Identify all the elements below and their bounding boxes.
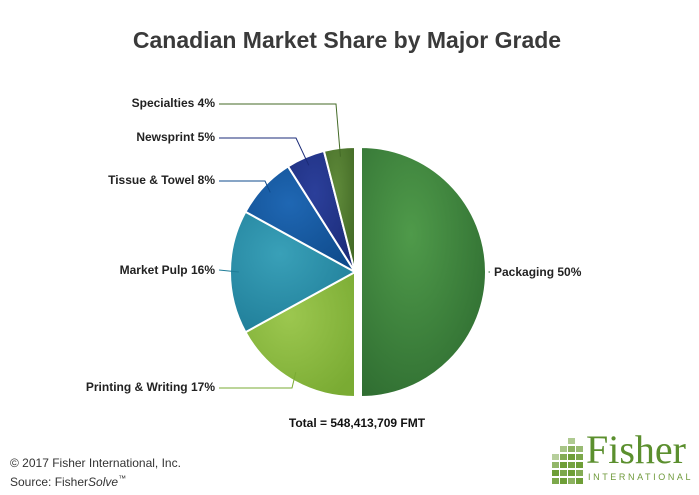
- chart-title: Canadian Market Share by Major Grade: [133, 27, 561, 53]
- slice-label-3: Market Pulp 16%: [120, 263, 216, 277]
- pie-slice-3: [229, 210, 358, 334]
- logo-subtitle: INTERNATIONAL: [588, 472, 694, 482]
- leader-line-3: [218, 269, 239, 273]
- slice-labels: Packaging 50% Printing & Writing 17% Marke…: [86, 96, 582, 394]
- pie-slices: [229, 145, 487, 399]
- copyright-text: © 2017 Fisher International, Inc.: [10, 456, 181, 470]
- leader-lines: [218, 103, 490, 389]
- logo-word: Fisher: [586, 427, 686, 472]
- leader-line-2: [219, 371, 297, 389]
- leader-line-6: [219, 103, 341, 157]
- leader-line-5: [219, 137, 310, 166]
- fisher-logo: Fisher INTERNATIONAL: [548, 428, 694, 490]
- logo-mark-icon: [552, 438, 583, 484]
- pie-slice-1: [360, 145, 487, 399]
- source-prefix: Source: Fisher: [10, 475, 89, 489]
- leader-line-4: [219, 180, 271, 193]
- slice-label-5: Newsprint 5%: [136, 130, 215, 144]
- source-trademark: ™: [118, 474, 127, 483]
- source-text: Source: FisherSolve™: [10, 474, 126, 489]
- slice-label-1: Packaging 50%: [494, 265, 582, 279]
- slice-label-6: Specialties 4%: [132, 96, 216, 110]
- source-italic: Solve: [88, 475, 119, 489]
- total-label: Total = 548,413,709 FMT: [289, 416, 426, 430]
- pie-slice-2: [244, 270, 356, 399]
- slice-label-2: Printing & Writing 17%: [86, 380, 215, 394]
- slice-label-4: Tissue & Towel 8%: [108, 173, 215, 187]
